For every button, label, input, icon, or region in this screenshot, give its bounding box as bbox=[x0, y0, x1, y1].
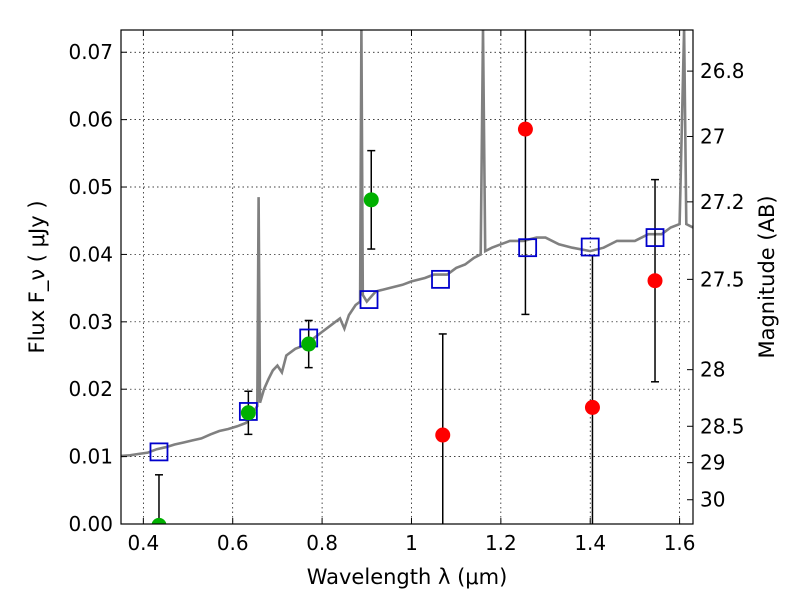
y-tick-label: 0.07 bbox=[68, 40, 113, 64]
x-tick-label: 1.4 bbox=[574, 531, 606, 555]
spectrum-line bbox=[121, 30, 693, 458]
square-marker bbox=[645, 228, 665, 247]
y-tick-label: 0.05 bbox=[68, 175, 113, 199]
y-tick-label: 0.03 bbox=[68, 310, 113, 334]
x-tick-label: 0.6 bbox=[217, 531, 249, 555]
x-tick-label: 1 bbox=[405, 531, 418, 555]
y-tick-label: 0.02 bbox=[68, 377, 113, 401]
right-tick-label: 27.2 bbox=[700, 190, 745, 214]
red-point bbox=[435, 427, 451, 443]
green-point bbox=[240, 405, 256, 421]
right-tick-label: 29 bbox=[700, 451, 725, 475]
red-point bbox=[517, 121, 533, 137]
green-point bbox=[301, 336, 317, 352]
plot-frame bbox=[120, 29, 694, 525]
grid bbox=[121, 30, 693, 525]
right-tick-label: 28 bbox=[700, 358, 725, 382]
spectrum-layer bbox=[121, 30, 693, 458]
x-axis-label: Wavelength λ (μm) bbox=[307, 565, 508, 589]
square-marker bbox=[359, 290, 379, 309]
right-tick-label: 27.5 bbox=[700, 267, 745, 291]
x-tick-label: 1.2 bbox=[485, 531, 517, 555]
green-point bbox=[363, 192, 379, 208]
square-marker bbox=[518, 238, 538, 258]
axes: 0.4 0.6 0.8 1 1.2 1.4 1.6 0.00 0.01 0.02 0.03 0.04 0… bbox=[68, 30, 745, 555]
right-tick-label: 26.8 bbox=[700, 59, 745, 83]
x-tick-label: 0.4 bbox=[127, 531, 159, 555]
square-marker bbox=[431, 269, 450, 289]
y-tick-label: 0.06 bbox=[68, 108, 113, 132]
square-marker bbox=[149, 442, 169, 462]
red-point bbox=[584, 399, 600, 415]
y-tick-label: 0.00 bbox=[68, 512, 113, 536]
right-tick-label: 28.5 bbox=[700, 414, 745, 438]
right-axis-label: Magnitude (AB) bbox=[755, 195, 779, 358]
x-tick-label: 0.8 bbox=[306, 531, 338, 555]
y-axis-label: Flux F_ν ( μJy ) bbox=[25, 200, 50, 353]
y-tick-label: 0.01 bbox=[68, 445, 113, 469]
x-tick-label: 1.6 bbox=[664, 531, 696, 555]
square-marker bbox=[580, 237, 600, 257]
right-tick-label: 30 bbox=[700, 488, 725, 512]
markers-layer bbox=[149, 30, 665, 524]
y-tick-label: 0.04 bbox=[68, 242, 113, 266]
green-point bbox=[151, 517, 167, 524]
right-tick-label: 27 bbox=[700, 124, 725, 148]
red-point bbox=[647, 273, 663, 289]
